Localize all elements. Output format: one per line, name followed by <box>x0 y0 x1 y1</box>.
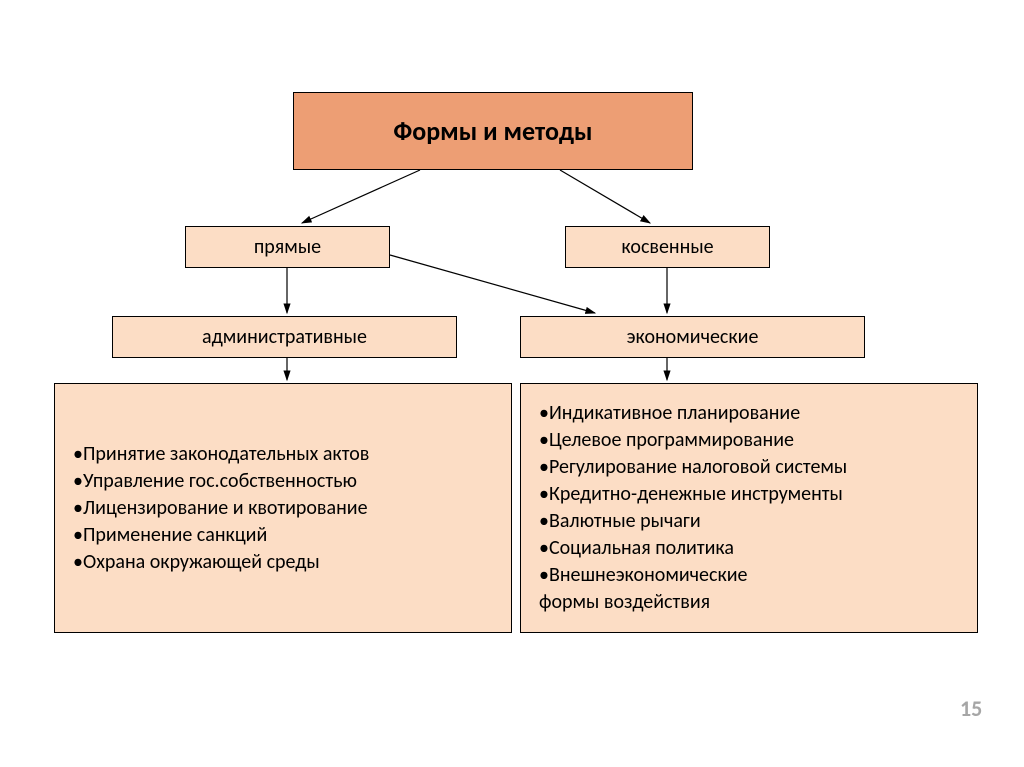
list-item: •Охрана окружающей среды <box>73 549 511 576</box>
admin-label: административные <box>202 325 367 349</box>
list-item: •Валютные рычаги <box>539 508 977 535</box>
right-list-box: •Индикативное планирование•Целевое прогр… <box>520 383 978 633</box>
indirect-label: косвенные <box>621 235 713 259</box>
list-item: формы воздействия <box>539 589 977 616</box>
list-item: •Индикативное планирование <box>539 400 977 427</box>
node-indirect: косвенные <box>565 226 770 268</box>
list-item: •Применение санкций <box>73 522 511 549</box>
list-item: •Лицензирование и квотирование <box>73 495 511 522</box>
node-direct: прямые <box>185 226 390 268</box>
node-admin: административные <box>112 316 457 358</box>
node-root: Формы и методы <box>293 92 693 170</box>
list-item: •Принятие законодательных актов <box>73 441 511 468</box>
econ-label: экономические <box>627 325 759 349</box>
arrow <box>560 170 650 223</box>
page-number: 15 <box>960 695 982 722</box>
list-item: •Внешнеэкономические <box>539 562 977 589</box>
arrow <box>302 170 420 223</box>
direct-label: прямые <box>254 235 321 259</box>
node-econ: экономические <box>520 316 865 358</box>
list-item: •Кредитно-денежные инструменты <box>539 481 977 508</box>
list-item: •Управление гос.собственностью <box>73 468 511 495</box>
root-label: Формы и методы <box>393 115 592 147</box>
list-item: •Целевое программирование <box>539 427 977 454</box>
list-item: •Регулирование налоговой системы <box>539 454 977 481</box>
list-item: •Социальная политика <box>539 535 977 562</box>
left-list-box: •Принятие законодательных актов•Управлен… <box>54 383 512 633</box>
